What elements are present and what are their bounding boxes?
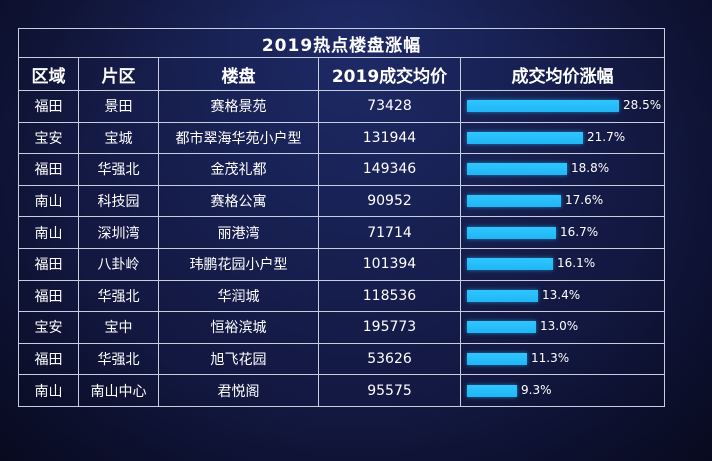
growth-bar-track: 16.7% <box>462 218 664 248</box>
cell-area: 华强北 <box>78 342 159 376</box>
table-row: 宝安 宝城 都市翠海华苑小户型 131944 21.7% <box>18 121 666 155</box>
cell-growth: 9.3% <box>459 374 666 407</box>
cell-district: 福田 <box>18 90 79 123</box>
cell-estate: 华润城 <box>158 279 319 313</box>
cell-district: 宝安 <box>18 121 79 155</box>
growth-bar <box>467 258 553 271</box>
cell-district: 宝安 <box>18 311 79 344</box>
cell-price: 71714 <box>318 216 461 249</box>
table-row: 南山 科技园 赛格公寓 90952 17.6% <box>18 184 666 218</box>
table-row: 南山 南山中心 君悦阁 95575 9.3% <box>18 374 666 407</box>
hot-estates-table: 2019热点楼盘涨幅 区域 片区 楼盘 2019成交均价 成交均价涨幅 福田 景田… <box>17 28 666 407</box>
cell-growth: 21.7% <box>459 121 666 155</box>
growth-bar-track: 28.5% <box>462 91 664 121</box>
cell-district: 福田 <box>18 279 79 313</box>
table-body: 福田 景田 赛格景苑 73428 28.5% 宝安 宝城 都市翠海华苑小户型 131944 21.… <box>18 90 666 407</box>
cell-price: 131944 <box>318 121 461 155</box>
growth-bar <box>467 195 561 208</box>
column-header-area: 片区 <box>78 57 159 91</box>
cell-price: 149346 <box>318 153 461 186</box>
cell-estate: 恒裕滨城 <box>158 311 319 344</box>
table-row: 福田 景田 赛格景苑 73428 28.5% <box>18 90 666 123</box>
growth-bar-label: 13.0% <box>540 319 579 334</box>
growth-bar-track: 21.7% <box>462 123 664 153</box>
column-header-district: 区域 <box>18 57 79 91</box>
growth-bar-track: 9.3% <box>462 376 664 406</box>
column-header-estate: 楼盘 <box>158 57 319 91</box>
cell-area: 景田 <box>78 90 159 123</box>
table-row: 福田 华强北 旭飞花园 53626 11.3% <box>18 342 666 376</box>
cell-estate: 金茂礼都 <box>158 153 319 186</box>
growth-bar-label: 11.3% <box>531 351 570 366</box>
cell-price: 195773 <box>318 311 461 344</box>
cell-district: 福田 <box>18 247 79 281</box>
hot-estates-board: 2019热点楼盘涨幅 区域 片区 楼盘 2019成交均价 成交均价涨幅 福田 景田… <box>17 28 666 446</box>
growth-bar <box>467 100 619 113</box>
growth-bar-label: 21.7% <box>587 129 626 144</box>
growth-bar-track: 13.0% <box>462 313 664 343</box>
cell-area: 宝中 <box>78 311 159 344</box>
cell-area: 华强北 <box>78 279 159 313</box>
growth-bar <box>467 384 517 397</box>
growth-bar-label: 28.5% <box>623 98 662 113</box>
cell-growth: 13.0% <box>459 311 666 344</box>
growth-bar-label: 18.8% <box>571 161 610 176</box>
cell-district: 福田 <box>18 153 79 186</box>
cell-area: 南山中心 <box>78 374 159 407</box>
cell-area: 宝城 <box>78 121 159 155</box>
cell-growth: 18.8% <box>459 153 666 186</box>
growth-bar-track: 13.4% <box>462 281 664 311</box>
cell-price: 73428 <box>318 90 461 123</box>
growth-bar <box>467 353 527 366</box>
cell-growth: 13.4% <box>459 279 666 313</box>
cell-price: 101394 <box>318 247 461 281</box>
cell-price: 53626 <box>318 342 461 376</box>
table-row: 福田 八卦岭 玮鹏花园小户型 101394 16.1% <box>18 247 666 281</box>
growth-bar-label: 9.3% <box>521 382 552 397</box>
table-row: 南山 深圳湾 丽港湾 71714 16.7% <box>18 216 666 249</box>
growth-bar-label: 13.4% <box>542 287 581 302</box>
table-row: 福田 华强北 华润城 118536 13.4% <box>18 279 666 313</box>
table-title: 2019热点楼盘涨幅 <box>17 28 666 58</box>
table-row: 福田 华强北 金茂礼都 149346 18.8% <box>18 153 666 186</box>
column-header-growth: 成交均价涨幅 <box>459 57 666 91</box>
growth-bar-label: 16.7% <box>560 224 599 239</box>
growth-bar-track: 11.3% <box>462 344 664 374</box>
column-header-price: 2019成交均价 <box>318 57 461 91</box>
table-row: 宝安 宝中 恒裕滨城 195773 13.0% <box>18 311 666 344</box>
cell-district: 南山 <box>18 184 79 218</box>
growth-bar <box>467 321 536 334</box>
growth-bar-track: 17.6% <box>462 186 664 216</box>
cell-area: 深圳湾 <box>78 216 159 249</box>
cell-price: 90952 <box>318 184 461 218</box>
growth-bar <box>467 226 556 239</box>
cell-area: 华强北 <box>78 153 159 186</box>
growth-bar <box>467 131 583 144</box>
cell-district: 南山 <box>18 374 79 407</box>
cell-estate: 赛格公寓 <box>158 184 319 218</box>
cell-estate: 赛格景苑 <box>158 90 319 123</box>
cell-growth: 11.3% <box>459 342 666 376</box>
growth-bar-track: 16.1% <box>462 249 664 279</box>
cell-district: 南山 <box>18 216 79 249</box>
cell-growth: 16.1% <box>459 247 666 281</box>
cell-estate: 丽港湾 <box>158 216 319 249</box>
cell-area: 科技园 <box>78 184 159 218</box>
growth-bar <box>467 163 567 176</box>
cell-growth: 17.6% <box>459 184 666 218</box>
cell-district: 福田 <box>18 342 79 376</box>
cell-growth: 28.5% <box>459 90 666 123</box>
cell-estate: 玮鹏花园小户型 <box>158 247 319 281</box>
growth-bar-label: 16.1% <box>557 256 596 271</box>
growth-bar <box>467 289 538 302</box>
growth-bar-label: 17.6% <box>565 193 604 208</box>
cell-estate: 君悦阁 <box>158 374 319 407</box>
cell-growth: 16.7% <box>459 216 666 249</box>
cell-area: 八卦岭 <box>78 247 159 281</box>
cell-price: 118536 <box>318 279 461 313</box>
cell-estate: 旭飞花园 <box>158 342 319 376</box>
cell-price: 95575 <box>318 374 461 407</box>
growth-bar-track: 18.8% <box>462 155 664 185</box>
cell-estate: 都市翠海华苑小户型 <box>158 121 319 155</box>
